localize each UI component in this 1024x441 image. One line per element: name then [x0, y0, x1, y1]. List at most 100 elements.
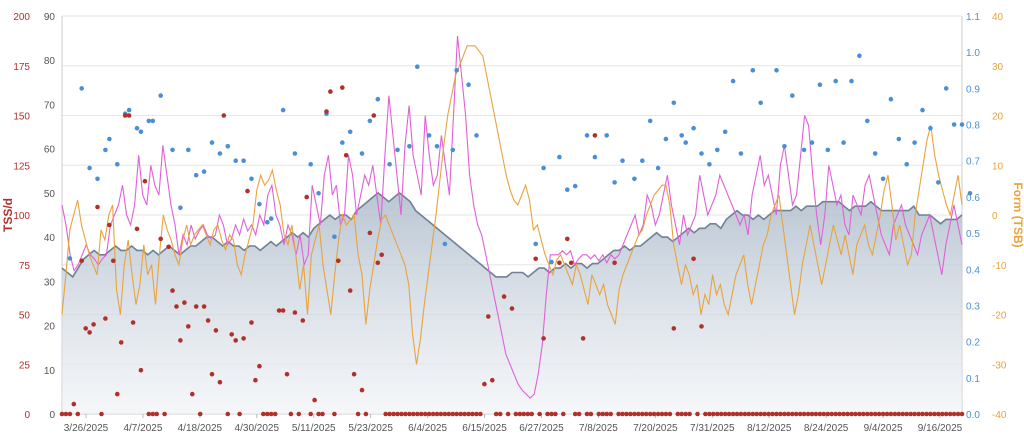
intensity-point — [265, 219, 270, 225]
intensity-point — [647, 118, 653, 124]
tss-point — [375, 260, 381, 266]
intensity-point — [257, 201, 262, 207]
tss-point — [782, 411, 787, 417]
tss-point — [162, 411, 167, 417]
tss-point — [103, 316, 108, 321]
tss-point — [675, 411, 681, 417]
tss-point — [280, 308, 286, 313]
left2-tick-label: 70 — [44, 100, 56, 111]
tss-point — [813, 411, 819, 417]
x-tick-label: 6/27/2025 — [519, 423, 564, 434]
tss-point — [493, 411, 499, 417]
intensity-point — [115, 162, 120, 167]
form-tick-label: 40 — [992, 12, 1004, 23]
tss-point — [521, 411, 527, 417]
tss-point — [509, 306, 515, 311]
intensity-point — [632, 176, 637, 182]
tss-point — [241, 336, 246, 341]
intensity-point — [134, 125, 140, 131]
tss-point — [545, 411, 550, 417]
intensity-point — [407, 144, 412, 149]
intensity-point — [809, 140, 815, 145]
tss-tick-label: 50 — [19, 311, 31, 322]
intensity-point — [225, 144, 231, 149]
tss-point — [572, 411, 578, 417]
tss-point — [154, 411, 159, 417]
intensity-point — [241, 158, 246, 163]
tss-point — [336, 258, 341, 264]
intensity-point — [549, 259, 554, 265]
intensity-point — [95, 176, 100, 182]
intensity-point — [640, 158, 645, 163]
tss-point — [738, 411, 744, 417]
intensity-point — [107, 136, 112, 142]
tss-point — [490, 377, 495, 383]
tss-point — [584, 411, 590, 417]
tss-point — [122, 113, 128, 118]
tss-point — [288, 411, 294, 417]
intensity-point — [150, 118, 156, 124]
tss-point — [517, 411, 523, 417]
tss-point — [407, 411, 412, 417]
tss-point — [320, 411, 325, 417]
x-tick-label: 7/8/2025 — [579, 423, 618, 434]
intensity-point — [308, 162, 314, 167]
x-tick-label: 5/11/2025 — [292, 423, 336, 434]
tss-point — [391, 411, 396, 417]
tss-point — [379, 252, 385, 258]
intensity-point — [936, 180, 941, 185]
form-tick-label: 30 — [992, 62, 1004, 73]
intensity-point — [426, 133, 432, 138]
intensity-point — [217, 151, 223, 156]
tss-point — [174, 304, 179, 309]
tss-point — [367, 230, 373, 236]
intensity-point — [730, 78, 736, 84]
tss-point — [695, 411, 700, 417]
tss-point — [332, 411, 337, 417]
right1-tick-label: 0.8 — [966, 121, 980, 132]
intensity-point — [158, 93, 163, 98]
tss-point — [79, 258, 84, 264]
tss-point — [268, 411, 274, 417]
tss-point — [91, 322, 96, 327]
intensity-point — [920, 107, 925, 113]
x-tick-label: 8/24/2025 — [804, 423, 849, 434]
tss-point — [233, 338, 238, 343]
tss-point — [896, 411, 902, 417]
tss-point — [304, 194, 310, 200]
tss-point — [75, 411, 81, 417]
tss-point — [190, 391, 195, 397]
tss-point — [943, 411, 949, 417]
intensity-point — [450, 147, 456, 153]
intensity-point — [138, 129, 144, 135]
intensity-point — [557, 154, 562, 160]
tss-point — [857, 411, 862, 417]
intensity-point — [841, 140, 846, 145]
intensity-point — [943, 86, 949, 91]
tss-point — [884, 411, 890, 417]
right1-tick-label: 0.0 — [966, 410, 980, 421]
intensity-point — [233, 158, 238, 163]
tss-tick-label: 100 — [13, 211, 30, 222]
tss-tick-label: 150 — [13, 112, 30, 123]
tss-point — [596, 411, 602, 417]
intensity-point — [738, 151, 744, 156]
tss-point — [201, 304, 207, 309]
intensity-point — [825, 147, 831, 153]
tss-point — [671, 326, 677, 331]
tss-point — [659, 411, 665, 417]
intensity-point — [896, 136, 902, 142]
tss-point — [612, 260, 617, 266]
tss-point — [924, 411, 929, 417]
intensity-point — [292, 151, 298, 156]
tss-point — [801, 411, 807, 417]
tss-point — [679, 411, 684, 417]
tss-point — [718, 411, 724, 417]
tss-point — [501, 294, 507, 299]
x-tick-label: 8/12/2025 — [747, 423, 792, 434]
tss-point — [758, 411, 763, 417]
tss-point — [565, 236, 570, 242]
right1-tick-label: 1.1 — [966, 12, 980, 23]
intensity-point — [620, 158, 625, 163]
tss-point — [505, 411, 511, 417]
